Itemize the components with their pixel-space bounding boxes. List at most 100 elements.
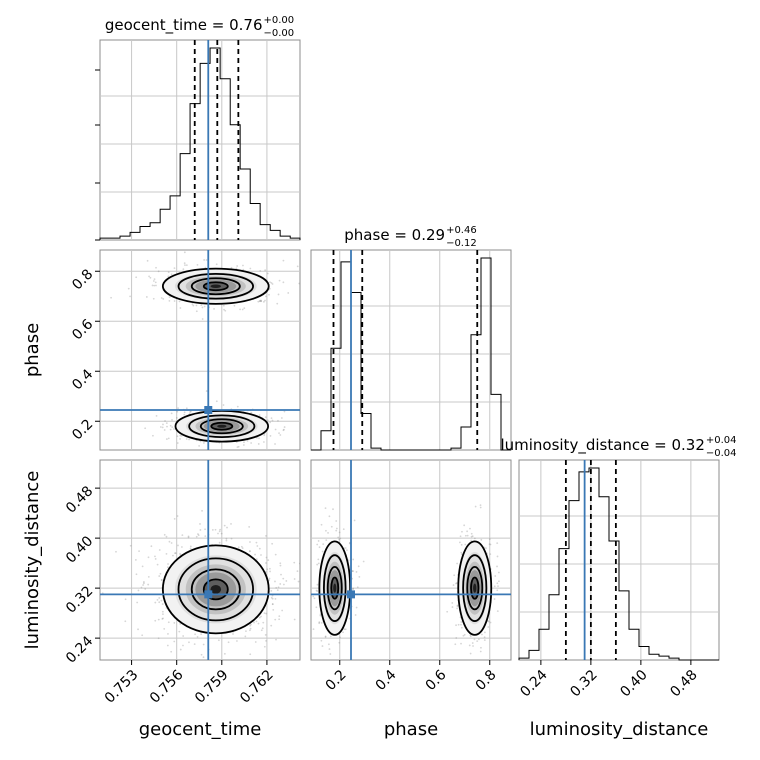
y-axis-label-luminosity_distance: luminosity_distance	[22, 471, 43, 650]
sample-point	[301, 582, 303, 584]
sample-point	[469, 634, 472, 637]
sample-point	[344, 547, 347, 549]
sample-point	[258, 547, 261, 550]
sample-point	[255, 620, 258, 623]
x-tick-label-geocent_time: 0.753	[102, 667, 142, 707]
sample-point	[283, 410, 286, 413]
sample-point	[230, 537, 233, 540]
sample-point	[155, 284, 157, 287]
sample-point	[460, 642, 462, 645]
sample-point	[487, 620, 490, 623]
sample-point	[304, 578, 306, 580]
sample-point	[456, 607, 458, 610]
sample-point	[250, 623, 252, 626]
sample-point	[154, 555, 156, 558]
sample-point	[182, 644, 184, 647]
sample-point	[263, 441, 265, 443]
sample-point	[235, 267, 238, 270]
sample-point	[296, 265, 299, 268]
sample-point	[154, 619, 157, 622]
x-tick-label-phase: 0.4	[373, 667, 400, 694]
sample-point	[190, 410, 192, 413]
sample-point	[259, 299, 261, 302]
sample-point	[317, 562, 320, 565]
sample-point	[318, 546, 321, 549]
sample-point	[260, 554, 262, 556]
sample-point	[222, 304, 225, 307]
sample-point	[141, 634, 144, 637]
x-axis-label-luminosity_distance: luminosity_distance	[530, 719, 709, 740]
sample-point	[177, 544, 179, 547]
y-tick-label-luminosity_distance: 0.24	[63, 633, 96, 666]
sample-point	[232, 633, 234, 635]
sample-point	[178, 300, 181, 303]
contour-0-3	[330, 576, 340, 600]
sample-point	[193, 643, 196, 646]
sample-point	[311, 552, 312, 554]
sample-point	[277, 293, 280, 296]
sample-point	[271, 283, 274, 285]
sample-point	[472, 645, 474, 647]
sample-point	[316, 590, 319, 593]
sample-point	[264, 416, 267, 419]
sample-point	[156, 563, 159, 566]
sample-point	[357, 565, 360, 568]
contour-0-1	[177, 272, 254, 300]
sample-point	[233, 304, 236, 307]
sample-point	[282, 259, 285, 262]
sample-point	[200, 653, 203, 656]
sample-point	[161, 610, 164, 613]
y-tick-label-luminosity_distance: 0.40	[63, 533, 96, 566]
sample-point	[258, 616, 261, 619]
sample-point	[451, 602, 454, 604]
sample-point	[293, 578, 296, 580]
sample-point	[489, 553, 492, 556]
sample-point	[215, 400, 218, 403]
sample-point	[143, 581, 145, 583]
scatter-panel-geocent_time-phase	[99, 249, 301, 451]
sample-point	[129, 295, 131, 298]
sample-point	[264, 269, 267, 272]
sample-point	[198, 445, 201, 447]
sample-point	[478, 638, 480, 641]
sample-point	[480, 646, 482, 649]
sample-point	[244, 635, 247, 638]
sample-point	[260, 629, 263, 632]
sample-point	[355, 606, 358, 609]
sample-point	[196, 264, 199, 266]
sample-point	[267, 559, 270, 562]
sample-point	[493, 598, 496, 600]
sample-point	[179, 307, 182, 309]
sample-point	[320, 621, 323, 624]
sample-point	[169, 428, 172, 431]
sample-point	[129, 544, 132, 547]
sample-point	[246, 439, 249, 442]
sample-point	[268, 287, 271, 290]
x-tick-label-luminosity_distance: 0.24	[517, 667, 550, 700]
sample-point	[167, 633, 169, 635]
sample-point	[483, 639, 486, 642]
sample-point	[496, 589, 499, 592]
sample-point	[274, 580, 276, 583]
sample-point	[157, 637, 160, 640]
sample-point	[324, 635, 327, 638]
sample-point	[199, 440, 202, 443]
sample-point	[282, 429, 285, 432]
sample-point	[161, 426, 164, 429]
sample-point	[141, 565, 144, 568]
sample-point	[197, 533, 199, 535]
sample-point	[176, 442, 179, 444]
sample-point	[260, 300, 263, 302]
sample-point	[166, 425, 168, 428]
sample-point	[319, 614, 322, 617]
sample-point	[167, 271, 170, 274]
panel-content	[100, 250, 300, 450]
sample-point	[352, 588, 354, 591]
sample-point	[327, 643, 330, 646]
sample-point	[196, 635, 199, 638]
x-tick-label-geocent_time: 0.762	[237, 667, 277, 707]
sample-point	[188, 412, 191, 415]
sample-point	[330, 525, 333, 528]
sample-point	[353, 519, 356, 522]
sample-point	[274, 597, 277, 600]
